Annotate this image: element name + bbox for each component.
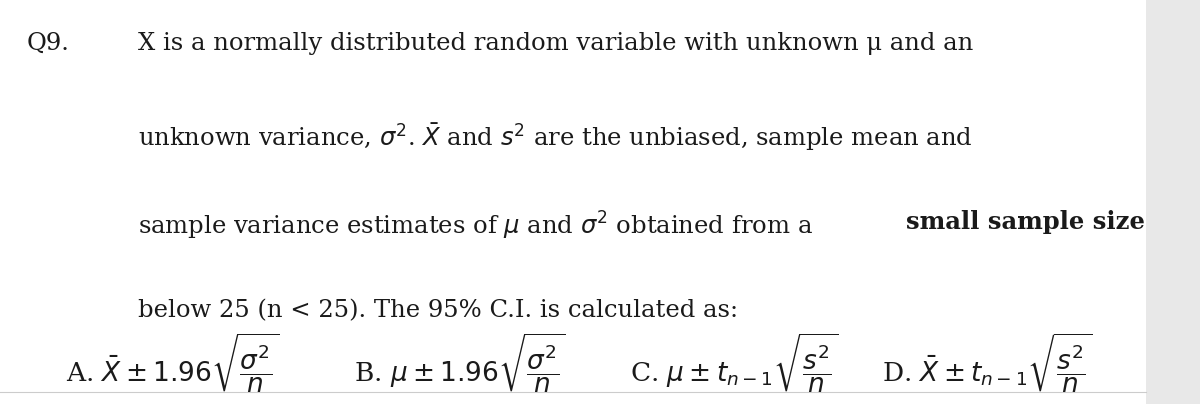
Text: D. $\bar{X} \pm t_{n-1}\sqrt{\dfrac{s^2}{n}}$: D. $\bar{X} \pm t_{n-1}\sqrt{\dfrac{s^2}…: [882, 332, 1092, 395]
Text: A. $\bar{X} \pm 1.96\sqrt{\dfrac{\sigma^2}{n}}$: A. $\bar{X} \pm 1.96\sqrt{\dfrac{\sigma^…: [66, 332, 280, 395]
Text: below 25 (n < 25). The 95% C.I. is calculated as:: below 25 (n < 25). The 95% C.I. is calcu…: [138, 299, 738, 322]
Text: unknown variance, $\sigma^2$. $\bar{X}$ and $s^2$ are the unbiased, sample mean : unknown variance, $\sigma^2$. $\bar{X}$ …: [138, 121, 973, 153]
Text: B. $\mu \pm 1.96\sqrt{\dfrac{\sigma^2}{n}}$: B. $\mu \pm 1.96\sqrt{\dfrac{\sigma^2}{n…: [354, 332, 566, 395]
Bar: [1146, 0, 1200, 404]
Text: sample variance estimates of $\mu$ and $\sigma^2$ obtained from a: sample variance estimates of $\mu$ and $…: [138, 210, 814, 242]
Text: C. $\mu \pm t_{n-1}\sqrt{\dfrac{s^2}{n}}$: C. $\mu \pm t_{n-1}\sqrt{\dfrac{s^2}{n}}…: [630, 332, 839, 395]
Text: small sample size: small sample size: [906, 210, 1145, 234]
Text: Q9.: Q9.: [26, 32, 70, 55]
Text: X is a normally distributed random variable with unknown μ and an: X is a normally distributed random varia…: [138, 32, 973, 55]
